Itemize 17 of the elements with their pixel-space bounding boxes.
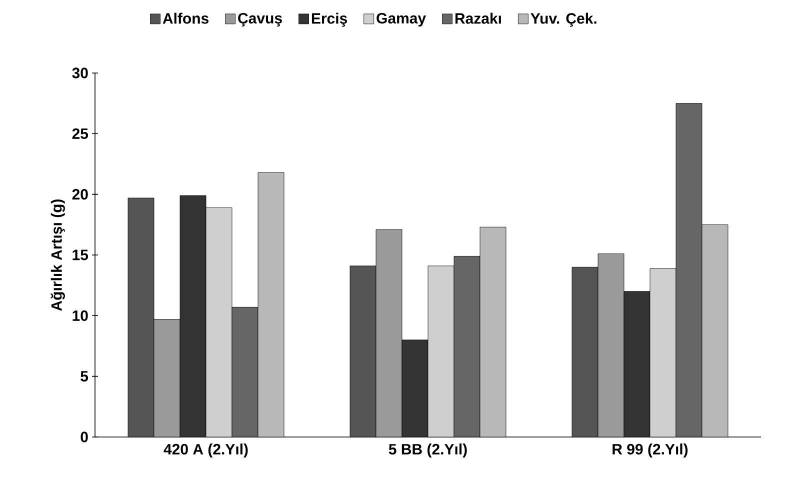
- legend-label: Razakı: [455, 12, 501, 24]
- x-tick-label: R 99 (2.Yıl): [612, 444, 688, 458]
- y-tick-label: 5: [80, 371, 88, 382]
- legend-label: Erciş: [312, 12, 348, 27]
- y-tick-label: 20: [72, 189, 88, 200]
- legend-label: Gamay: [376, 12, 426, 27]
- legend-label: Alfons: [162, 12, 209, 24]
- x-tick-label: 5 BB (2.Yıl): [388, 444, 467, 458]
- y-tick-label: 25: [72, 128, 88, 139]
- y-tick-label: 10: [72, 310, 88, 321]
- y-tick-label: 0: [80, 432, 88, 442]
- y-tick-label: 30: [72, 68, 88, 78]
- legend-label: Yuv. Çek.: [530, 12, 596, 27]
- y-axis-title: Ağırlık Artışı (g): [50, 199, 65, 311]
- x-tick-label: 420 A (2.Yıl): [164, 444, 248, 458]
- legend-label: Çavuş: [238, 12, 282, 27]
- y-tick-label: 15: [72, 250, 88, 260]
